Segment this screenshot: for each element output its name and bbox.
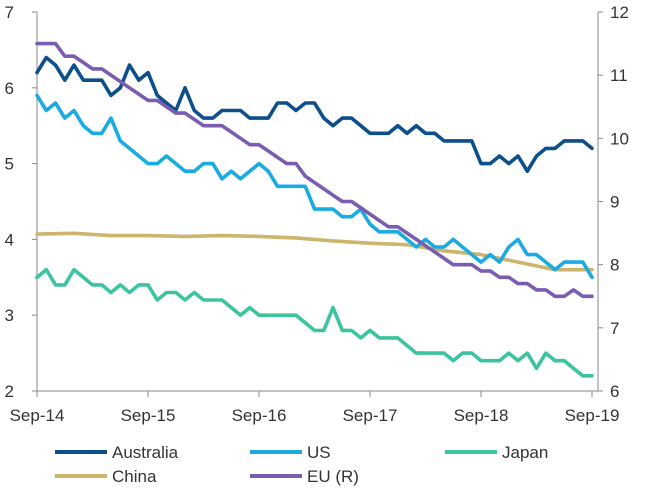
legend-label: EU (R) [307, 467, 359, 486]
right-tick-label: 6 [610, 382, 619, 401]
right-tick-label: 8 [610, 256, 619, 275]
x-tick-label: Sep-14 [10, 406, 65, 425]
right-y-axis-ticks: 6 7 8 9 10 11 12 [598, 3, 629, 401]
x-tick-label: Sep-15 [121, 406, 176, 425]
series-line-australia [35, 55, 594, 173]
series-line-china [35, 231, 594, 272]
legend-label: US [307, 443, 331, 462]
right-tick-label: 9 [610, 193, 619, 212]
left-tick-label: 6 [5, 79, 14, 98]
legend-item-japan: Japan [445, 443, 548, 462]
right-tick-label: 7 [610, 319, 619, 338]
x-tick-label: Sep-19 [565, 406, 620, 425]
series-line-us [35, 93, 594, 280]
series-line-japan [35, 267, 594, 378]
x-axis-ticks: Sep-14 Sep-15 Sep-16 Sep-17 Sep-18 Sep-19 [10, 391, 620, 425]
left-tick-label: 7 [5, 3, 14, 22]
legend-label: Japan [502, 443, 548, 462]
x-tick-label: Sep-18 [454, 406, 509, 425]
left-tick-label: 3 [5, 306, 14, 325]
right-tick-label: 12 [610, 3, 629, 22]
series-line-eu-r [35, 41, 594, 299]
right-tick-label: 10 [610, 129, 629, 148]
legend-item-australia: Australia [55, 443, 179, 462]
legend-label: Australia [112, 443, 179, 462]
legend-item-us: US [250, 443, 331, 462]
legend: Australia US Japan China EU (R) [55, 443, 548, 486]
right-tick-label: 11 [610, 66, 628, 85]
legend-item-china: China [55, 467, 157, 486]
x-tick-label: Sep-16 [232, 406, 287, 425]
left-tick-label: 2 [5, 382, 14, 401]
legend-item-eu-r: EU (R) [250, 467, 359, 486]
left-y-axis-ticks: 2 3 4 5 6 7 [5, 3, 37, 401]
left-tick-label: 4 [5, 230, 14, 249]
left-tick-label: 5 [5, 155, 14, 174]
series-lines [35, 41, 594, 378]
x-tick-label: Sep-17 [343, 406, 398, 425]
legend-label: China [112, 467, 157, 486]
